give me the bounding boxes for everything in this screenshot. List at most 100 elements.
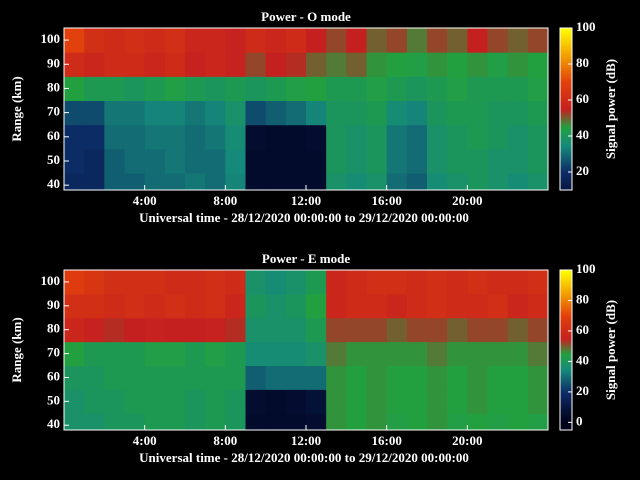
heatmap-cell (346, 125, 367, 150)
heatmap-cell (427, 149, 448, 174)
y-axis-label: Range (km) (9, 317, 24, 382)
heatmap-cell (125, 125, 146, 150)
heatmap-cell (387, 173, 408, 190)
heatmap-cell (407, 149, 428, 174)
heatmap-cell (367, 413, 388, 430)
heatmap-cell (185, 389, 206, 413)
heatmap-cell (488, 173, 509, 190)
heatmap-cell (508, 366, 529, 390)
heatmap-cell (205, 149, 226, 174)
x-tick-label: 4:00 (133, 193, 157, 208)
heatmap-cell (205, 366, 226, 390)
x-tick-label: 16:00 (371, 193, 401, 208)
heatmap-cell (326, 173, 347, 190)
colorbar-tick-label: 20 (576, 163, 589, 178)
heatmap-cell (346, 270, 367, 294)
heatmap-cell (488, 413, 509, 430)
heatmap-cell (225, 101, 246, 126)
heatmap-cell (145, 52, 166, 77)
heatmap-cell (528, 76, 549, 101)
heatmap-cell (528, 413, 549, 430)
heatmap-cell (488, 125, 509, 150)
heatmap-cell (367, 52, 388, 77)
y-tick-label: 40 (47, 416, 60, 431)
x-tick-label: 8:00 (213, 433, 237, 448)
heatmap-cell (367, 28, 388, 53)
heatmap-cell (488, 52, 509, 77)
heatmap-cell (306, 28, 327, 53)
heatmap-cell (467, 149, 488, 174)
heatmap-cell (185, 28, 206, 53)
heatmap-cell (346, 28, 367, 53)
y-tick-label: 40 (47, 176, 60, 191)
heatmap-cell (246, 389, 267, 413)
heatmap-cell (407, 294, 428, 318)
heatmap-cell (246, 28, 267, 53)
heatmap-cell (346, 342, 367, 366)
heatmap-cell (145, 389, 166, 413)
heatmap-cell (508, 173, 529, 190)
heatmap-cell (185, 52, 206, 77)
heatmap-cell (246, 173, 267, 190)
heatmap-cell (286, 270, 307, 294)
heatmap-cell (427, 389, 448, 413)
x-tick-label: 20:00 (452, 433, 482, 448)
y-tick-label: 100 (41, 31, 61, 46)
heatmap-cell (367, 389, 388, 413)
y-tick-label: 60 (47, 128, 60, 143)
y-tick-label: 80 (47, 321, 60, 336)
heatmap-cell (407, 101, 428, 126)
heatmap-cell (508, 342, 529, 366)
heatmap-cell (185, 318, 206, 342)
heatmap-cell (387, 149, 408, 174)
heatmap-cell (367, 149, 388, 174)
heatmap-cell (125, 318, 146, 342)
colorbar-label: Signal power (dB) (603, 59, 618, 159)
heatmap-cell (125, 366, 146, 390)
heatmap-cell (84, 270, 105, 294)
heatmap-cell (488, 270, 509, 294)
heatmap-cell (528, 125, 549, 150)
heatmap-cell (528, 389, 549, 413)
heatmap-cell (528, 366, 549, 390)
heatmap-cell (125, 28, 146, 53)
heatmap-cell (104, 76, 125, 101)
heatmap-cell (125, 76, 146, 101)
heatmap-cell (387, 125, 408, 150)
heatmap-cell (326, 52, 347, 77)
heatmap-cell (447, 270, 468, 294)
heatmap-cell (306, 413, 327, 430)
heatmap-cell (326, 366, 347, 390)
heatmap-cell (407, 173, 428, 190)
heatmap-cell (246, 101, 267, 126)
heatmap-cell (185, 125, 206, 150)
heatmap-cell (84, 76, 105, 101)
heatmap-cell (286, 318, 307, 342)
heatmap-cell (508, 149, 529, 174)
heatmap-cell (367, 294, 388, 318)
heatmap-cell (165, 318, 186, 342)
heatmap-cell (447, 389, 468, 413)
heatmap-cell (266, 101, 287, 126)
heatmap-cell (346, 52, 367, 77)
x-tick-label: 16:00 (371, 433, 401, 448)
heatmap-cell (125, 389, 146, 413)
heatmap-cell (225, 76, 246, 101)
heatmap-cell (84, 342, 105, 366)
heatmap-cell (225, 413, 246, 430)
heatmap-cell (64, 413, 85, 430)
heatmap-cell (266, 76, 287, 101)
colorbar-tick-label: 40 (576, 352, 589, 367)
heatmap-cell (266, 342, 287, 366)
heatmap-cell (246, 294, 267, 318)
heatmap-cell (246, 413, 267, 430)
heatmap-cell (205, 270, 226, 294)
heatmap-cell (528, 318, 549, 342)
heatmap-cell (407, 389, 428, 413)
heatmap-cell (387, 101, 408, 126)
heatmap-cell (488, 366, 509, 390)
heatmap-cell (84, 101, 105, 126)
heatmap-cell (508, 270, 529, 294)
colorbar-tick-label: 100 (576, 19, 596, 34)
